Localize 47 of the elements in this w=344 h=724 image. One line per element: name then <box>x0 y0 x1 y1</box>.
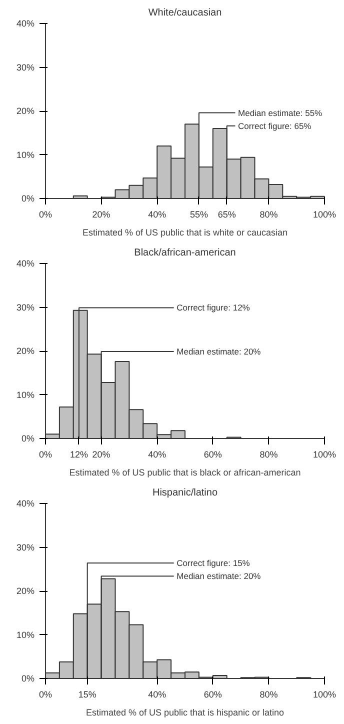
ref-line-label: Correct figure: 12% <box>176 302 250 313</box>
x-tick-label: 60% <box>204 690 222 700</box>
x-tick-label: 0% <box>38 210 52 220</box>
y-tick-label: 0% <box>21 194 35 204</box>
x-tick-label: 20% <box>92 210 110 220</box>
y-tick-label: 30% <box>16 542 34 552</box>
x-tick-label: 0% <box>38 450 52 460</box>
y-tick-label: 30% <box>16 62 34 72</box>
x-tick-label: 55% <box>190 210 208 220</box>
ref-line-label: Median estimate: 20% <box>176 571 262 582</box>
ref-line-label: Correct figure: 15% <box>176 558 250 568</box>
x-tick-label: 65% <box>218 210 236 220</box>
x-tick-label: 100% <box>312 690 336 700</box>
y-tick-label: 0% <box>21 674 35 684</box>
x-tick-label: 80% <box>260 210 278 220</box>
x-tick-label: 100% <box>312 210 336 220</box>
x-tick-label: 20% <box>92 450 110 460</box>
x-tick-label: 40% <box>148 210 166 220</box>
x-axis-title: Estimated % of US public that is white or caucasian <box>82 228 288 238</box>
chart-title: Hispanic/latino <box>152 488 218 498</box>
y-tick-label: 30% <box>16 302 34 312</box>
y-tick-label: 10% <box>16 150 34 160</box>
x-tick-label: 40% <box>148 450 166 460</box>
ref-line-label: Correct figure: 65% <box>238 120 312 131</box>
x-tick-label: 0% <box>38 690 52 700</box>
y-tick-label: 10% <box>16 390 34 400</box>
y-tick-label: 20% <box>16 106 34 116</box>
chart-title: White/caucasian <box>148 8 222 18</box>
x-tick-label: 60% <box>204 450 222 460</box>
x-tick-label: 40% <box>148 690 166 700</box>
y-tick-label: 0% <box>21 434 35 444</box>
x-axis-title: Estimated % of US public that is black or african-american <box>69 468 301 478</box>
y-tick-label: 20% <box>16 346 34 356</box>
ref-line-label: Median estimate: 20% <box>176 346 262 356</box>
x-tick-label: 15% <box>78 690 96 700</box>
chart-title: Black/african-american <box>134 248 236 258</box>
x-tick-label: 100% <box>312 450 336 460</box>
x-tick-label: 80% <box>260 450 278 460</box>
ref-line-label: Median estimate: 55% <box>238 108 323 118</box>
y-tick-label: 40% <box>16 258 34 268</box>
y-tick-label: 40% <box>16 18 34 28</box>
y-tick-label: 10% <box>16 630 34 640</box>
y-tick-label: 20% <box>16 586 34 596</box>
x-axis-title: Estimated % of US public that is hispanic or latino <box>86 708 284 718</box>
x-tick-label: 80% <box>260 690 278 700</box>
y-tick-label: 40% <box>16 498 34 508</box>
x-tick-label: 12% <box>70 450 88 460</box>
